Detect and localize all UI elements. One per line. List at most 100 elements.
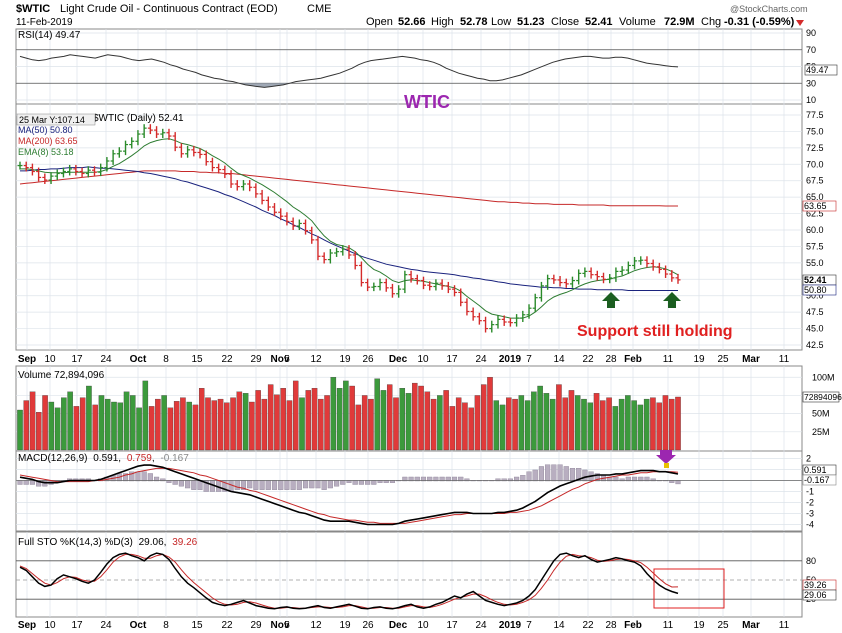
price-panel-frame (15, 103, 803, 351)
volume-bar (386, 384, 393, 451)
x-tick-label: 24 (475, 620, 487, 631)
close-last-value: 52.41 (804, 275, 827, 285)
price-bar (396, 285, 402, 298)
price-bar (334, 247, 340, 257)
macd-histogram-bar (551, 464, 557, 482)
volume-bar (524, 400, 531, 451)
price-bar (98, 163, 104, 177)
macd-histogram-bar (29, 480, 35, 485)
macd-tick-label: -4 (806, 520, 814, 530)
rsi-panel: RSI(14) 49.47 49.47 (18, 30, 838, 88)
price-bar (495, 315, 501, 329)
price-tick-label: 42.5 (806, 340, 824, 350)
price-bar (557, 276, 563, 287)
macd-histogram-bar (563, 466, 569, 482)
macd-histogram-bar (439, 476, 445, 482)
x-tick-label: 22 (221, 620, 233, 631)
macd-histogram-bar (334, 480, 340, 487)
volume-bar (36, 412, 42, 451)
volume-bar (574, 395, 581, 451)
volume-bar (430, 398, 437, 451)
price-bar (408, 270, 414, 283)
price-bar (632, 256, 638, 270)
price-bar (464, 298, 470, 316)
volume-bar (355, 404, 362, 451)
price-bar (365, 278, 371, 292)
price-bar (340, 245, 346, 256)
x-tick-label: 15 (191, 354, 203, 365)
price-bar (135, 130, 141, 146)
macd-histogram-bar (569, 468, 576, 482)
price-bar (619, 266, 625, 276)
macd-histogram-bar (545, 464, 551, 482)
volume-bar (111, 401, 117, 451)
price-bar (240, 180, 246, 191)
macd-histogram-bar (340, 480, 346, 485)
price-bar (73, 164, 79, 176)
x-tick-label: Mar (742, 354, 760, 365)
x-tick-label: 2019 (499, 620, 522, 631)
x-tick-label: 29 (250, 354, 262, 365)
x-tick-label: 10 (44, 620, 56, 631)
macd-histogram-bar (420, 476, 427, 482)
volume-bar (292, 380, 299, 451)
price-bar (545, 274, 551, 290)
price-bar (272, 203, 278, 217)
macd-panel-frame (15, 450, 803, 532)
macd-histogram-bar (147, 473, 153, 482)
macd-histogram-bar (259, 480, 265, 490)
volume-bar (493, 400, 500, 451)
volume-bar (600, 400, 606, 451)
x-tick-label: 5 (284, 354, 290, 365)
x-tick-label: 26 (362, 620, 374, 631)
macd-histogram-bar (631, 476, 638, 482)
price-bar (371, 282, 377, 292)
volume-bar (299, 397, 305, 451)
sto-k-last-value: 29.06 (804, 590, 827, 600)
volume-bar (255, 390, 261, 451)
price-bar (321, 252, 327, 264)
x-tick-label: 10 (44, 354, 56, 365)
crossover-marker (664, 463, 669, 468)
x-tick-label: 26 (362, 354, 374, 365)
macd-hist-last-value-box (802, 474, 837, 486)
x-tick-label: 29 (250, 620, 262, 631)
price-bar (656, 262, 662, 274)
volume-bar (487, 377, 493, 451)
price-bar (228, 170, 234, 188)
volume-bar (587, 402, 594, 451)
price-bar (178, 143, 184, 158)
macd-histogram-bar (247, 480, 253, 489)
price-bar (383, 278, 389, 292)
macd-histogram-bar (141, 471, 147, 482)
x-tick-label: Dec (389, 354, 408, 365)
price-bar (110, 149, 116, 165)
x-tick-label: 11 (663, 354, 674, 365)
volume-bar (86, 385, 92, 451)
macd-histogram-bar (321, 480, 327, 490)
crosshair-label: 25 Mar Y:107.14 (19, 115, 85, 125)
chart-header: $WTIC Light Crude Oil - Continuous Contr… (16, 3, 808, 28)
volume-bar (267, 384, 274, 451)
price-bar (420, 276, 426, 290)
price-tick-label: 65.0 (806, 192, 824, 202)
rsi-tick-label: 30 (806, 78, 816, 88)
price-bar (185, 145, 191, 158)
volume-bar (286, 400, 293, 451)
macd-histogram-bar (160, 478, 166, 482)
volume-bar (405, 393, 412, 451)
macd-histogram-bar (638, 476, 644, 482)
volume-bar (474, 395, 481, 451)
volume-bar (230, 397, 236, 451)
price-tick-label: 50.0 (806, 291, 824, 301)
high-value: 52.78 (460, 16, 488, 28)
price-tick-label: 77.5 (806, 110, 824, 120)
macd-tick-label: 2 (806, 454, 811, 464)
macd-histogram-bar (265, 480, 271, 490)
crosshair-label-box (16, 113, 96, 126)
macd-histogram-bar (271, 480, 278, 490)
price-bar (346, 245, 352, 259)
volume-bar (606, 397, 612, 451)
macd-histogram-bar (365, 480, 371, 485)
volume-bar (399, 388, 406, 451)
